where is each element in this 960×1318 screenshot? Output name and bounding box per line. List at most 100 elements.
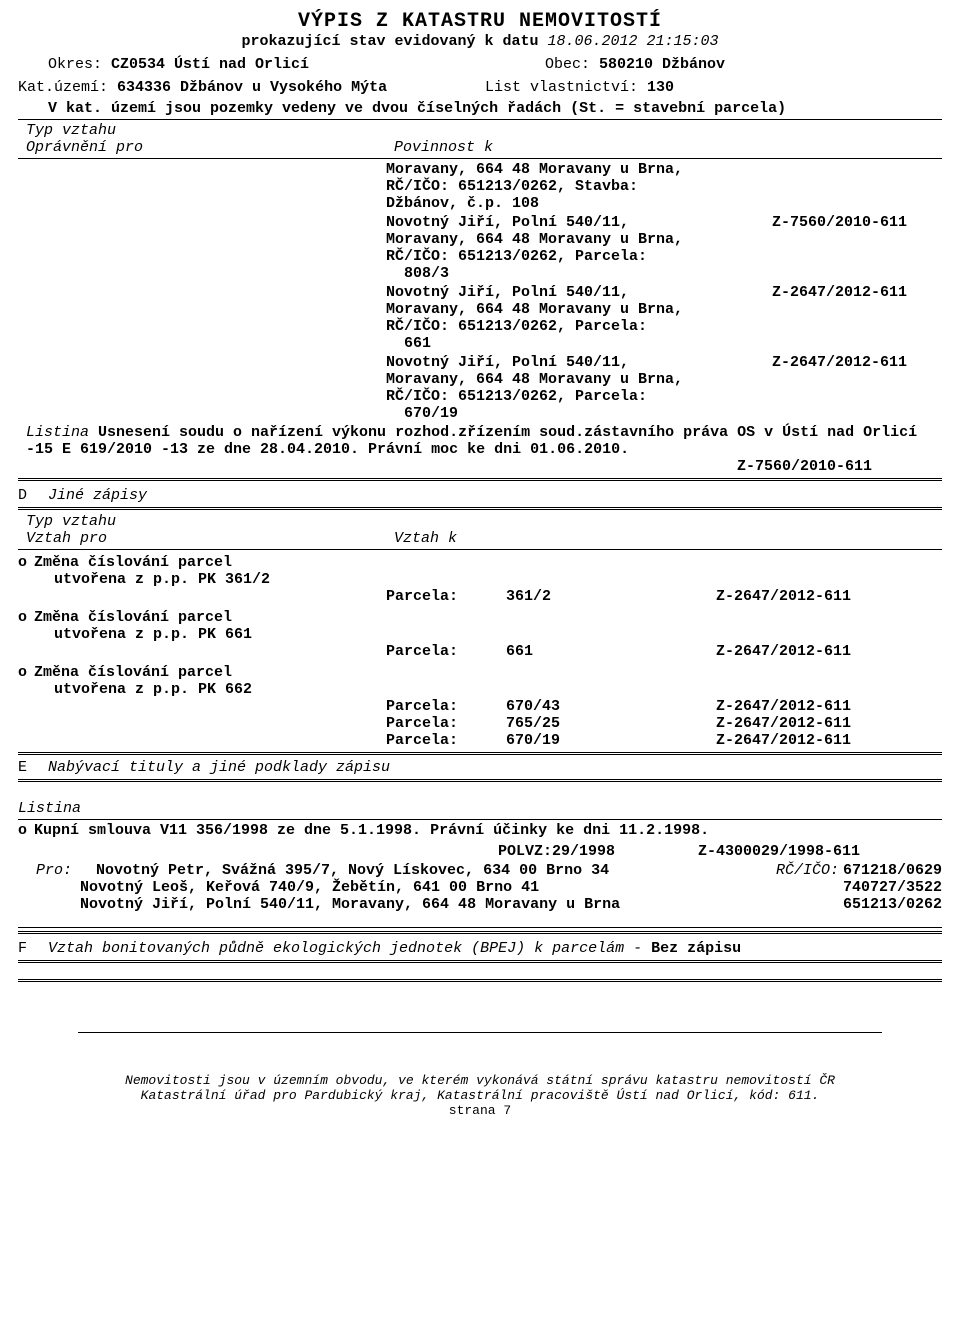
parcela-row: Parcela:670/19Z-2647/2012-611 (386, 732, 942, 749)
zmena-title: Změna číslování parcel (34, 554, 232, 571)
entry-line: 670/19 (386, 405, 942, 422)
polvz-row: POLVZ:29/1998 Z-4300029/1998-611 (18, 843, 942, 860)
section-f-header: FVztah bonitovaných půdně ekologických j… (18, 940, 942, 957)
entry-line: Novotný Jiří, Polní 540/11, (386, 284, 772, 301)
vztah-pro-label: Vztah pro (26, 530, 394, 547)
entry-ref: Z-7560/2010-611 (772, 214, 942, 231)
person-row: Novotný Jiří, Polní 540/11, Moravany, 66… (18, 896, 942, 913)
opravneni-label: Oprávnění pro (26, 139, 394, 156)
parcela-label: Parcela: (386, 588, 506, 605)
parcela-row: Parcela:361/2Z-2647/2012-611 (386, 588, 942, 605)
parcela-row: Parcela:661Z-2647/2012-611 (386, 643, 942, 660)
section-d-header: DJiné zápisy (18, 487, 942, 504)
parcela-row: Parcela:670/43Z-2647/2012-611 (386, 698, 942, 715)
rc-label: RČ/IČO: (776, 862, 839, 879)
entry-line: Novotný Jiří, Polní 540/11, (386, 354, 772, 371)
zmena-title: Změna číslování parcel (34, 609, 232, 626)
pro-label: Pro: (18, 862, 96, 879)
kat-label: Kat.území: (18, 79, 117, 96)
listina-word: Listina (18, 800, 942, 817)
footer-page: strana 7 (18, 1103, 942, 1118)
section-f-title: Vztah bonitovaných půdně ekologických je… (48, 940, 624, 957)
parcela-label: Parcela: (386, 715, 506, 732)
kupni-text: Kupní smlouva V11 356/1998 ze dne 5.1.19… (34, 822, 709, 839)
kupni-row: Kupní smlouva V11 356/1998 ze dne 5.1.19… (18, 822, 942, 839)
parcela-ref: Z-2647/2012-611 (716, 643, 942, 660)
entry-line: Moravany, 664 48 Moravany u Brna, (386, 371, 942, 388)
listina-label: Listina (26, 424, 98, 441)
doc-title: VÝPIS Z KATASTRU NEMOVITOSTÍ (18, 10, 942, 33)
list-value: 130 (647, 79, 674, 96)
parcela-row: Parcela:765/25Z-2647/2012-611 (386, 715, 942, 732)
header-row-1: Okres: CZ0534 Ústí nad Orlicí Obec: 5802… (18, 56, 942, 73)
entry-line: RČ/IČO: 651213/0262, Parcela: (386, 388, 942, 405)
footer-line-1: Nemovitosti jsou v územním obvodu, ve kt… (18, 1073, 942, 1088)
parcela-value: 765/25 (506, 715, 716, 732)
obec-value: 580210 Džbánov (599, 56, 725, 73)
entry-ref: Z-2647/2012-611 (772, 354, 942, 371)
entry-line: Moravany, 664 48 Moravany u Brna, (386, 301, 942, 318)
entry-line: Moravany, 664 48 Moravany u Brna, (386, 231, 942, 248)
zmena-sub: utvořena z p.p. PK 361/2 (18, 571, 942, 588)
parcela-value: 661 (506, 643, 716, 660)
section-f-sep: - (624, 940, 651, 957)
list-label: List vlastnictví: (485, 79, 647, 96)
parcela-label: Parcela: (386, 732, 506, 749)
parcela-value: 670/43 (506, 698, 716, 715)
kat-value: 634336 Džbánov u Vysokého Mýta (117, 79, 387, 96)
listina-line: Listina Usnesení soudu o nařízení výkonu… (18, 424, 942, 458)
header-row-2: Kat.území: 634336 Džbánov u Vysokého Mýt… (18, 79, 942, 96)
entry-line: RČ/IČO: 651213/0262, Stavba: (386, 178, 942, 195)
entry-line: Moravany, 664 48 Moravany u Brna, (386, 161, 942, 178)
polvz-value: POLVZ:29/1998 (498, 843, 698, 860)
zmena-row: Změna číslování parcelutvořena z p.p. PK… (18, 609, 942, 660)
person-row: Novotný Leoš, Keřová 740/9, Žebětín, 641… (18, 879, 942, 896)
section-d-title: Jiné zápisy (48, 487, 147, 504)
okres-label: Okres: (48, 56, 111, 73)
parcela-ref: Z-2647/2012-611 (716, 732, 942, 749)
person-2-name: Novotný Jiří, Polní 540/11, Moravany, 66… (18, 896, 812, 913)
parcela-label: Parcela: (386, 698, 506, 715)
parcela-ref: Z-2647/2012-611 (716, 698, 942, 715)
entry-line: Džbánov, č.p. 108 (386, 195, 942, 212)
parcela-value: 361/2 (506, 588, 716, 605)
polvz-ref: Z-4300029/1998-611 (698, 843, 942, 860)
person-1-id: 740727/3522 (812, 879, 942, 896)
footer-line-2: Katastrální úřad pro Pardubický kraj, Ka… (18, 1088, 942, 1103)
subtitle-date: 18.06.2012 21:15:03 (548, 33, 719, 50)
povinnost-label: Povinnost k (394, 139, 942, 156)
doc-subtitle: prokazující stav evidovaný k datu 18.06.… (18, 33, 942, 50)
section-d-letter: D (18, 487, 48, 504)
person-1-name: Novotný Leoš, Keřová 740/9, Žebětín, 641… (18, 879, 812, 896)
parcela-label: Parcela: (386, 643, 506, 660)
entry-block: Novotný Jiří, Polní 540/11,Z-2647/2012-6… (386, 284, 942, 352)
zmena-row: Změna číslování parcelutvořena z p.p. PK… (18, 664, 942, 749)
section-e-letter: E (18, 759, 48, 776)
bullet-icon (18, 609, 34, 626)
okres-value: CZ0534 Ústí nad Orlicí (111, 56, 309, 73)
entry-line: 808/3 (386, 265, 942, 282)
section-e-title: Nabývací tituly a jiné podklady zápisu (48, 759, 390, 776)
entry-block: Novotný Jiří, Polní 540/11,Z-7560/2010-6… (386, 214, 942, 282)
entry-line: RČ/IČO: 651213/0262, Parcela: (386, 318, 942, 335)
person-0-name: Novotný Petr, Svážná 395/7, Nový Lískove… (96, 862, 776, 879)
header-note: V kat. území jsou pozemky vedeny ve dvou… (18, 100, 942, 117)
bullet-icon (18, 822, 34, 839)
typ-vztahu-label: Typ vztahu (26, 122, 942, 139)
zmena-sub: utvořena z p.p. PK 662 (18, 681, 942, 698)
vztah-k-label: Vztah k (394, 530, 942, 547)
entry-ref: Z-2647/2012-611 (772, 284, 942, 301)
entry-block: Novotný Jiří, Polní 540/11,Z-2647/2012-6… (386, 354, 942, 422)
zmena-title: Změna číslování parcel (34, 664, 232, 681)
parcela-ref: Z-2647/2012-611 (716, 588, 942, 605)
entry-block: Moravany, 664 48 Moravany u Brna,RČ/IČO:… (386, 161, 942, 212)
entry-line: 661 (386, 335, 942, 352)
pro-row: Pro: Novotný Petr, Svážná 395/7, Nový Lí… (18, 862, 942, 879)
obec-label: Obec: (545, 56, 599, 73)
parcela-value: 670/19 (506, 732, 716, 749)
person-2-id: 651213/0262 (812, 896, 942, 913)
section-f-letter: F (18, 940, 48, 957)
bullet-icon (18, 664, 34, 681)
person-0-id: 671218/0629 (839, 862, 942, 879)
entry-line: RČ/IČO: 651213/0262, Parcela: (386, 248, 942, 265)
